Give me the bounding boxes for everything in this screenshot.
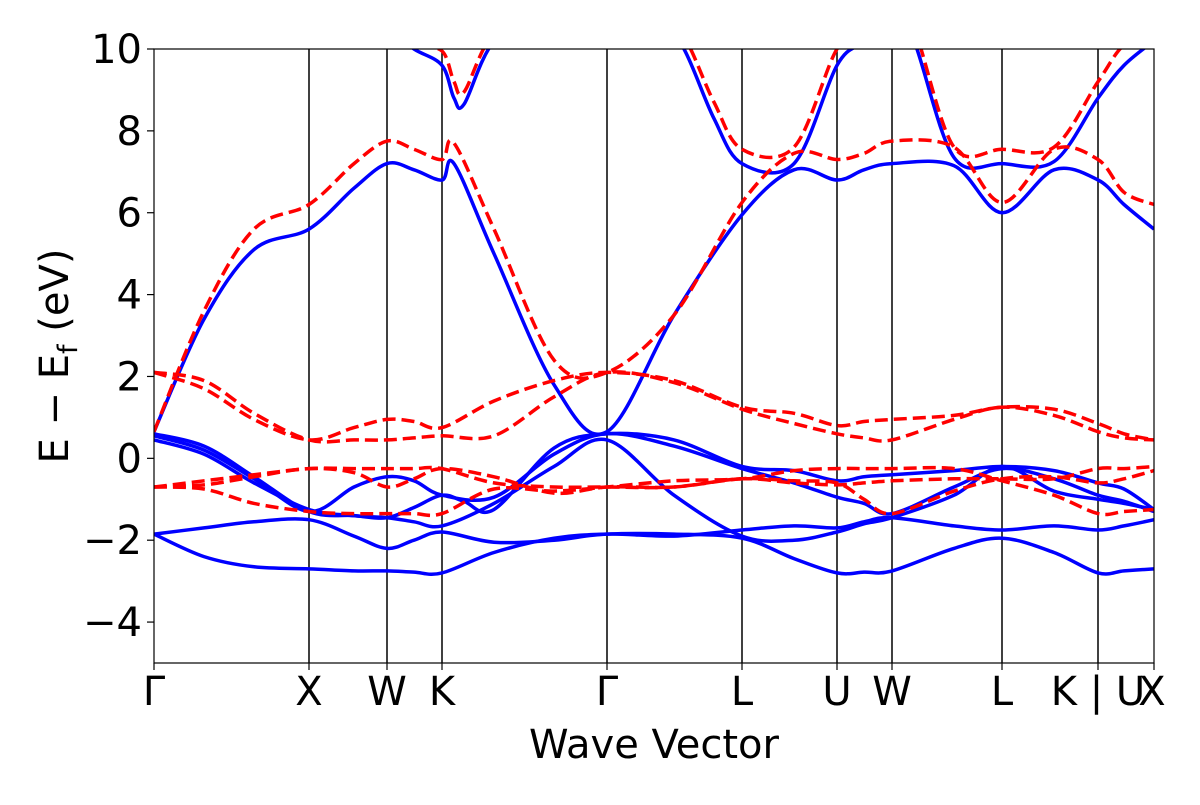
y-tick-layer: −4 −2 0 2 4 6 8 10: [83, 27, 154, 646]
dashed-band-line: [427, 49, 1123, 160]
plot-frame: [153, 48, 1155, 664]
x-tick-label: W: [367, 669, 407, 715]
y-tick-label: −4: [83, 600, 142, 646]
dashed-band-line: [154, 138, 1154, 433]
band-layer: [154, 49, 1154, 576]
x-tick-label: Γ: [596, 669, 619, 715]
x-tick-label: L: [731, 669, 754, 715]
solid-band-line: [154, 531, 1154, 576]
y-tick-label: −2: [83, 518, 142, 564]
x-tick-label: X: [1138, 669, 1165, 715]
y-tick-label: 10: [91, 27, 142, 73]
y-axis-label-main: E − E: [32, 354, 78, 464]
solid-band-line: [154, 158, 1154, 436]
y-axis-label-subscript: f: [53, 343, 84, 354]
solid-band-line: [154, 515, 1154, 551]
dashed-band-line: [154, 370, 1154, 444]
y-axis-label: E − Ef (eV): [32, 249, 84, 464]
dashed-band-line: [154, 466, 1154, 516]
x-tick-label: K | U: [1051, 669, 1145, 715]
y-tick-label: 4: [117, 273, 142, 319]
x-axis-label: Wave Vector: [529, 722, 780, 768]
dashed-band-line: [154, 370, 1154, 442]
y-tick-label: 6: [117, 191, 142, 237]
y-axis-label-unit: (eV): [32, 249, 78, 345]
dashed-band-line: [154, 464, 1154, 490]
x-tick-label: Γ: [143, 669, 166, 715]
solid-band-line: [154, 431, 1154, 516]
y-tick-label: 0: [117, 436, 142, 482]
kpoint-line-layer: [308, 49, 1099, 663]
x-tick-label: L: [991, 669, 1014, 715]
y-tick-label: 2: [117, 354, 142, 400]
solid-band-line: [154, 437, 1154, 543]
x-tick-label: U: [822, 669, 851, 715]
x-tick-label: W: [872, 669, 912, 715]
dashed-band-line: [154, 465, 1154, 518]
x-tick-label: X: [295, 669, 322, 715]
solid-band-line: [410, 49, 1147, 175]
solid-band-line: [154, 431, 1154, 520]
y-tick-label: 8: [117, 109, 142, 155]
x-tick-label: K: [429, 669, 457, 715]
